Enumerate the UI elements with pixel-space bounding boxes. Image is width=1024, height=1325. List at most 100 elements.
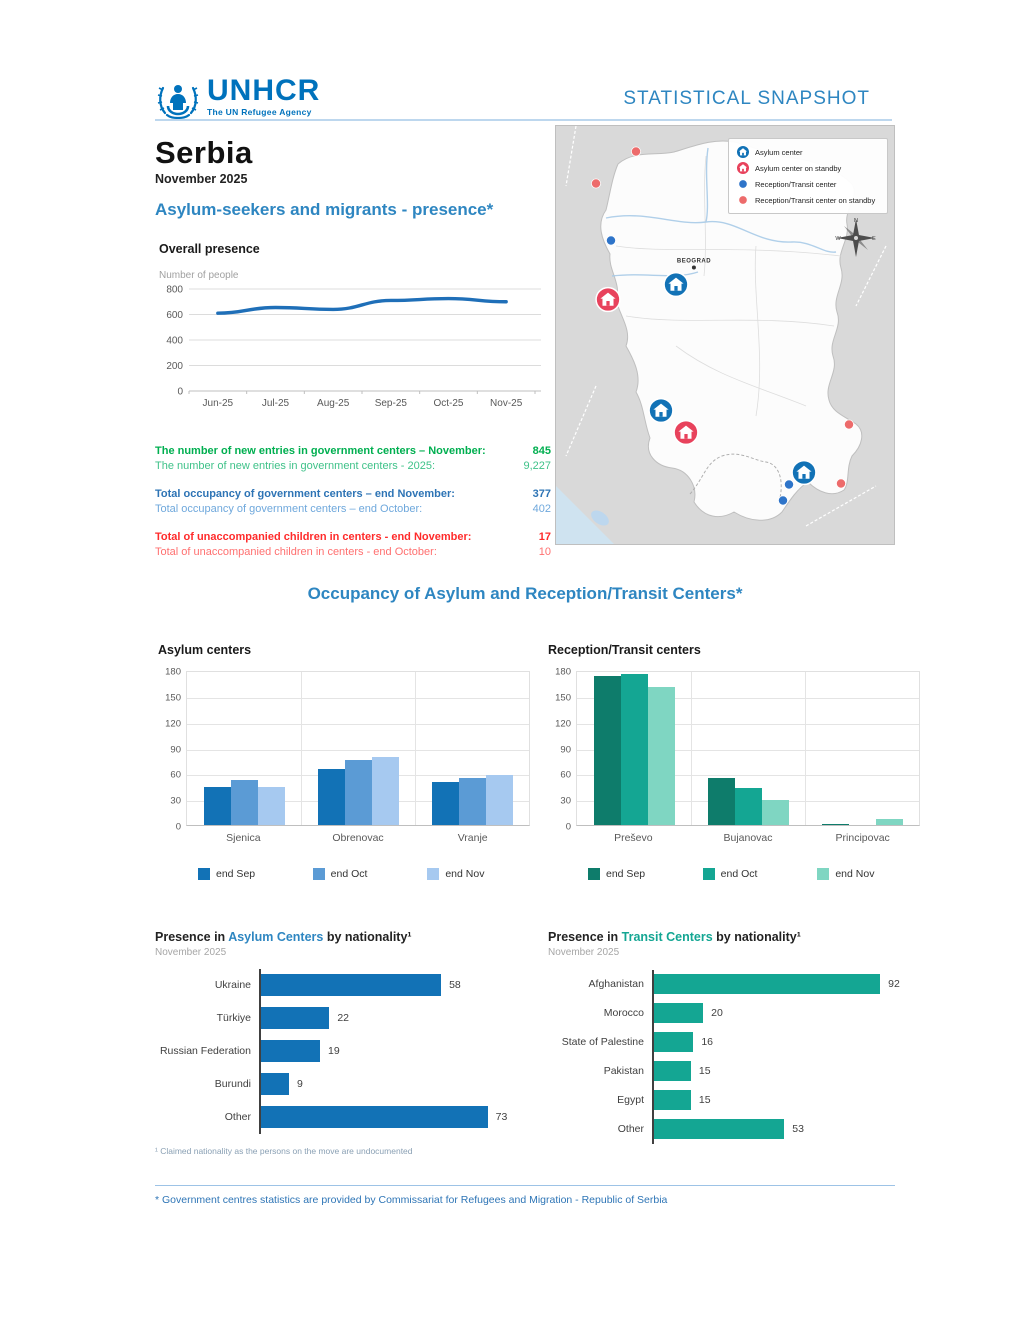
legend-label: end Sep <box>216 868 256 880</box>
hbar-label: Pakistan <box>603 1065 644 1077</box>
y-tick-label: 30 <box>170 795 181 807</box>
stat-row: Total of unaccompanied children in cente… <box>155 545 551 560</box>
stat-value: 845 <box>532 445 551 457</box>
hbar-row: Afghanistan 92 <box>548 969 928 999</box>
stat-row: Total occupancy of government centers – … <box>155 487 551 502</box>
transit-standby-marker-icon <box>591 176 602 194</box>
svg-text:E: E <box>872 236 876 242</box>
y-tick-label: 150 <box>555 692 571 704</box>
y-tick-label: 60 <box>170 769 181 781</box>
hbar-row: Morocco 20 <box>548 998 928 1028</box>
legend-label: end Nov <box>835 868 875 880</box>
hbar-bar <box>261 974 442 996</box>
stat-value: 402 <box>532 502 551 515</box>
legend-swatch <box>427 868 440 880</box>
bar <box>734 787 762 825</box>
legend-item: end Oct <box>691 868 806 880</box>
country-date: November 2025 <box>155 172 248 186</box>
svg-text:800: 800 <box>166 285 183 296</box>
svg-text:0: 0 <box>177 387 183 398</box>
bar <box>647 687 675 825</box>
bar <box>317 769 345 825</box>
bar-group <box>415 672 529 825</box>
chart-title: Presence in Asylum Centers by nationalit… <box>155 930 412 944</box>
hbar-row: Russian Federation 19 <box>155 1034 535 1068</box>
footnote-source: * Government centres statistics are prov… <box>155 1194 668 1206</box>
bar <box>458 777 486 825</box>
svg-text:N: N <box>854 218 858 224</box>
stat-row: Total occupancy of government centers – … <box>155 502 551 517</box>
legend-label: end Oct <box>330 868 368 880</box>
stat-value: 377 <box>532 488 551 500</box>
legend-label: end Sep <box>606 868 646 880</box>
map-legend-label: Asylum center on standby <box>755 163 842 173</box>
chart-plot-area: 0 30 60 90 120 150 180 <box>555 667 920 833</box>
chart-subtitle: November 2025 <box>548 947 620 958</box>
category-separator <box>301 672 302 825</box>
legend-item: end Sep <box>576 868 691 880</box>
hbar-row: Burundi 9 <box>155 1067 535 1101</box>
hbar-label: Other <box>224 1111 251 1123</box>
asylum-legend-icon <box>735 145 750 159</box>
y-tick-label: 60 <box>560 769 571 781</box>
y-tick-label: 90 <box>560 744 571 755</box>
map-legend-item: Asylum center <box>735 144 881 160</box>
hbar-row: Egypt 15 <box>548 1085 928 1115</box>
hbar-label: Ukraine <box>214 979 251 991</box>
bar-group <box>301 672 415 825</box>
stat-label: The number of new entries in government … <box>155 445 486 457</box>
chart-title-highlight: Asylum Centers <box>228 930 324 944</box>
legend-item: end Oct <box>301 868 416 880</box>
y-tick-label: 180 <box>555 666 571 678</box>
gridline <box>577 697 919 699</box>
category-label: Principovac <box>835 832 890 844</box>
chart-plot-area: 0 30 60 90 120 150 180 <box>165 667 530 833</box>
category-label: Vranje <box>457 832 488 844</box>
gridline <box>187 749 529 751</box>
hbar-value: 19 <box>328 1045 340 1057</box>
asylum-marker-icon <box>791 459 817 491</box>
svg-text:Jun-25: Jun-25 <box>203 398 234 409</box>
svg-text:Jul-25: Jul-25 <box>262 398 290 409</box>
hbar-label: Morocco <box>603 1007 644 1019</box>
bar-group <box>691 672 805 825</box>
hbar-value: 16 <box>701 1036 714 1048</box>
y-tick-label: 120 <box>555 718 571 730</box>
hbar-value: 9 <box>296 1078 303 1090</box>
svg-text:Aug-25: Aug-25 <box>317 398 350 409</box>
stats-block: The number of new entries in government … <box>155 444 551 559</box>
map-legend-label: Reception/Transit center <box>755 179 837 189</box>
hbar-value: 58 <box>449 979 461 991</box>
stat-value: 9,227 <box>523 459 551 472</box>
svg-text:200: 200 <box>166 361 183 372</box>
asylum-standby-marker-icon <box>673 419 699 451</box>
legend-swatch <box>312 868 325 880</box>
stat-label: Total occupancy of government centers – … <box>155 488 455 500</box>
overall-presence-chart: 0 200 400 600 800 Jun-25 Jul-25 Aug-25 Sep-25 Oct… <box>155 283 551 414</box>
bar <box>485 775 513 825</box>
map-legend-item: Reception/Transit center <box>735 176 881 192</box>
y-tick-label: 180 <box>165 666 181 678</box>
hbar-row: Other 53 <box>548 1114 928 1144</box>
chart-title: Reception/Transit centers <box>548 643 701 657</box>
hbar-bar <box>261 1007 330 1029</box>
unhcr-logo: UNHCR The UN Refugee Agency <box>155 76 320 127</box>
svg-text:600: 600 <box>166 310 183 321</box>
stat-label: Total occupancy of government centers – … <box>155 502 423 515</box>
asylum-standby-marker-icon <box>595 286 621 318</box>
bar-group <box>577 672 691 825</box>
footnote-divider <box>155 1185 895 1186</box>
hbar-value: 22 <box>337 1012 349 1024</box>
hbar-bar <box>654 1003 704 1023</box>
hbar-row: Türkiye 22 <box>155 1001 535 1035</box>
chart-subtitle: November 2025 <box>155 947 227 958</box>
hbar-row: Other 73 <box>155 1100 535 1134</box>
asylum-standby-legend-icon <box>735 161 750 175</box>
y-tick-label: 90 <box>170 744 181 755</box>
bar-group <box>187 672 301 825</box>
legend-item: end Nov <box>415 868 530 880</box>
capital-label: BEOGRAD <box>677 259 711 270</box>
hbar-label: Burundi <box>214 1078 251 1090</box>
gridline <box>187 723 529 725</box>
overall-presence-line: 0 200 400 600 800 Jun-25 Jul-25 Aug-25 Sep-25 Oct… <box>166 285 541 409</box>
